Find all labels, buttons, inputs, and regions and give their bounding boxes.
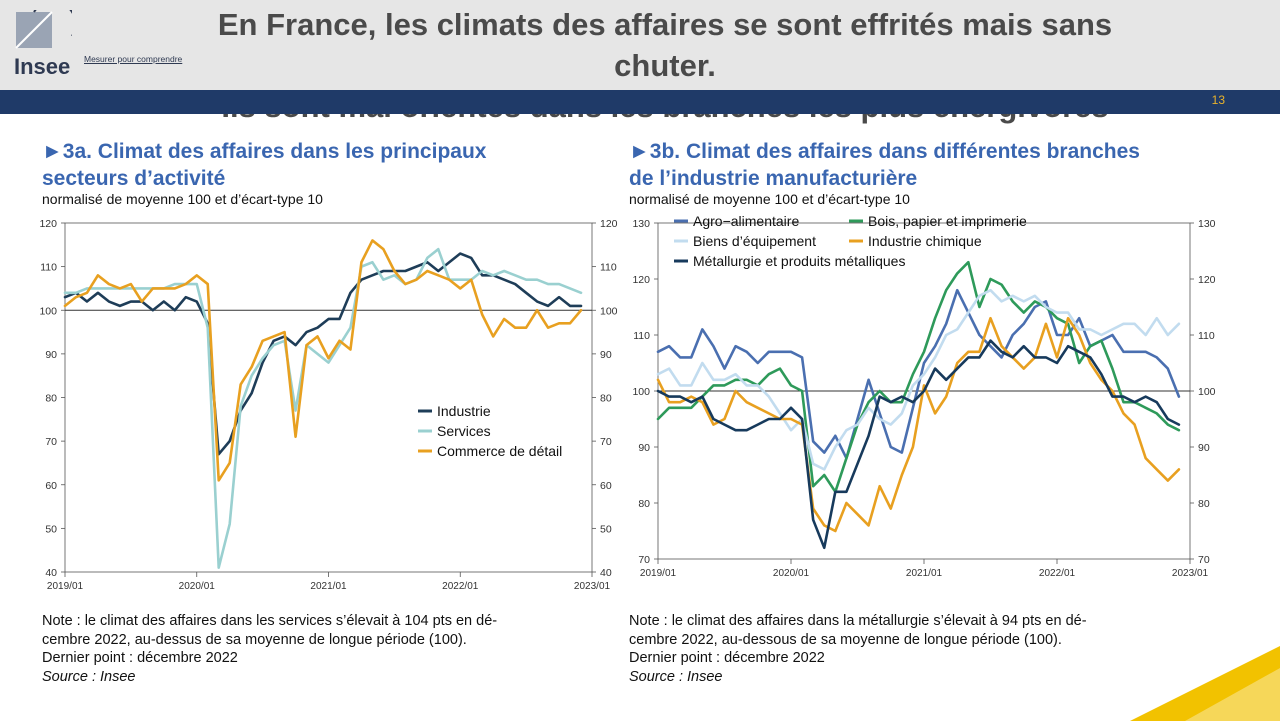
chart1-series-line-4 <box>656 339 1181 550</box>
chart0-y-tick-label-left: 80 <box>45 393 57 405</box>
chart1-y-tick-label-left: 120 <box>632 274 650 286</box>
chart0-series-line-2 <box>63 239 583 482</box>
insee-logo: Insee Mesurer pour comprendre <box>10 10 210 80</box>
page-title-line-1: En France, les climats des affaires se s… <box>217 7 1113 83</box>
chart-3a-title-line-2: secteurs d’activité <box>42 167 226 190</box>
chart1-y-tick-label-left: 80 <box>638 498 650 510</box>
chart1-y-tick-label-right: 80 <box>1198 498 1210 510</box>
chart1-legend-label-4: Métallurgie et produits métalliques <box>693 253 905 269</box>
corner-decoration <box>1130 646 1280 721</box>
logo-tagline: Mesurer pour comprendre <box>84 54 183 64</box>
logo-name: Insee <box>14 54 71 79</box>
chart0-y-tick-label-right: 70 <box>600 436 612 448</box>
note-3b-line-1: Note : le climat des affaires dans la mé… <box>629 613 1087 629</box>
chart1-y-tick-label-right: 130 <box>1198 218 1216 230</box>
page-number: 13 <box>1211 93 1225 107</box>
chart1-y-tick-label-right: 70 <box>1198 554 1210 566</box>
chart0-y-tick-label-right: 120 <box>600 218 618 230</box>
chart1-series-line-1 <box>656 260 1181 494</box>
note-3a-last-point: Dernier point : décembre 2022 <box>42 650 238 666</box>
note-3b-source: Source : Insee <box>629 668 723 685</box>
chart1-series-line-3 <box>656 316 1181 533</box>
chart-3b-title-line-1: ►3b. Climat des affaires dans différente… <box>629 140 1140 163</box>
chart1-x-tick-label: 2019/01 <box>640 568 677 579</box>
chart0-y-tick-label-right: 60 <box>600 480 612 492</box>
logo-mark-icon <box>15 10 72 49</box>
chart0-series-line-1 <box>63 247 583 569</box>
chart-3b-title-line-2: de l’industrie manufacturière <box>629 167 918 190</box>
chart0-y-tick-label-left: 100 <box>39 305 57 317</box>
chart1-y-tick-label-left: 130 <box>632 218 650 230</box>
chart1-y-tick-label-left: 70 <box>638 554 650 566</box>
chart1-y-tick-label-left: 100 <box>632 386 650 398</box>
header-band: Insee Mesurer pour comprendre En France,… <box>0 0 1280 124</box>
chart0-legend-label-1: Services <box>437 423 491 439</box>
chart0-x-tick-label: 2022/01 <box>442 581 479 592</box>
chart-3b-subtitle: normalisé de moyenne 100 et d’écart-type… <box>629 191 910 207</box>
chart1-x-tick-label: 2020/01 <box>773 568 810 579</box>
title-bar: 13 <box>0 90 1280 114</box>
note-3b-line-2: cembre 2022, au-dessous de sa moyenne de… <box>629 631 1062 648</box>
note-3b-last-point: Dernier point : décembre 2022 <box>629 650 825 666</box>
chart1-series-line-2 <box>656 288 1181 471</box>
chart0-series-line-0 <box>63 252 583 456</box>
note-3a-source: Source : Insee <box>42 668 136 685</box>
chart1-y-tick-label-right: 90 <box>1198 442 1210 454</box>
chart1-legend-label-1: Bois, papier et imprimerie <box>868 213 1027 229</box>
chart-3a-subtitle: normalisé de moyenne 100 et d’écart-type… <box>42 191 323 207</box>
chart-3a-note: Note : le climat des affaires dans les s… <box>42 612 497 686</box>
chart0-y-tick-label-right: 110 <box>600 262 617 274</box>
chart1-x-tick-label: 2022/01 <box>1039 568 1076 579</box>
chart0-legend-label-0: Industrie <box>437 403 491 419</box>
note-3a-line-2: cembre 2022, au-dessus de sa moyenne de … <box>42 631 467 648</box>
chart1-legend-label-3: Industrie chimique <box>868 233 982 249</box>
chart-3a: 40 40 50 50 60 60 70 70 80 80 90 90 100 100 110 110 120 1… <box>39 218 618 592</box>
chart1-y-tick-label-right: 110 <box>1198 330 1215 342</box>
chart0-y-tick-label-right: 100 <box>600 305 618 317</box>
chart0-x-tick-label: 2021/01 <box>310 581 347 592</box>
chart0-y-tick-label-right: 40 <box>600 567 612 579</box>
chart0-legend-label-2: Commerce de détail <box>437 443 562 459</box>
chart0-y-tick-label-left: 90 <box>45 349 57 361</box>
chart-3b-note: Note : le climat des affaires dans la mé… <box>629 612 1087 686</box>
chart0-y-tick-label-left: 110 <box>40 262 57 274</box>
chart-3a-title: ►3a. Climat des affaires dans les princi… <box>42 138 486 192</box>
chart0-y-tick-label-right: 50 <box>600 523 612 535</box>
chart0-x-tick-label: 2023/01 <box>574 581 611 592</box>
chart0-x-tick-label: 2020/01 <box>179 581 216 592</box>
chart0-y-tick-label-left: 60 <box>45 480 57 492</box>
chart0-x-tick-label: 2019/01 <box>47 581 84 592</box>
chart1-y-tick-label-right: 100 <box>1198 386 1216 398</box>
chart1-legend-label-0: Agro−alimentaire <box>693 213 799 229</box>
note-3a-line-1: Note : le climat des affaires dans les s… <box>42 613 498 629</box>
chart1-y-tick-label-right: 120 <box>1198 274 1216 286</box>
chart0-y-tick-label-right: 90 <box>600 349 612 361</box>
chart1-x-tick-label: 2021/01 <box>906 568 943 579</box>
chart0-y-tick-label-left: 40 <box>45 567 57 579</box>
chart1-x-tick-label: 2023/01 <box>1172 568 1209 579</box>
chart-3a-title-line-1: ►3a. Climat des affaires dans les princi… <box>42 140 487 163</box>
chart0-y-tick-label-right: 80 <box>600 393 612 405</box>
chart1-legend-label-2: Biens d’équipement <box>693 233 816 249</box>
chart1-y-tick-label-left: 90 <box>638 442 650 454</box>
chart1-y-tick-label-left: 110 <box>633 330 650 342</box>
chart0-y-tick-label-left: 70 <box>45 436 57 448</box>
chart0-y-tick-label-left: 50 <box>45 523 57 535</box>
chart-3b-title: ►3b. Climat des affaires dans différente… <box>629 138 1140 192</box>
chart-3b: 70 70 80 80 90 90 100 100 110 110 120 120 130 130 2019… <box>632 213 1216 579</box>
chart0-y-tick-label-left: 120 <box>39 218 57 230</box>
